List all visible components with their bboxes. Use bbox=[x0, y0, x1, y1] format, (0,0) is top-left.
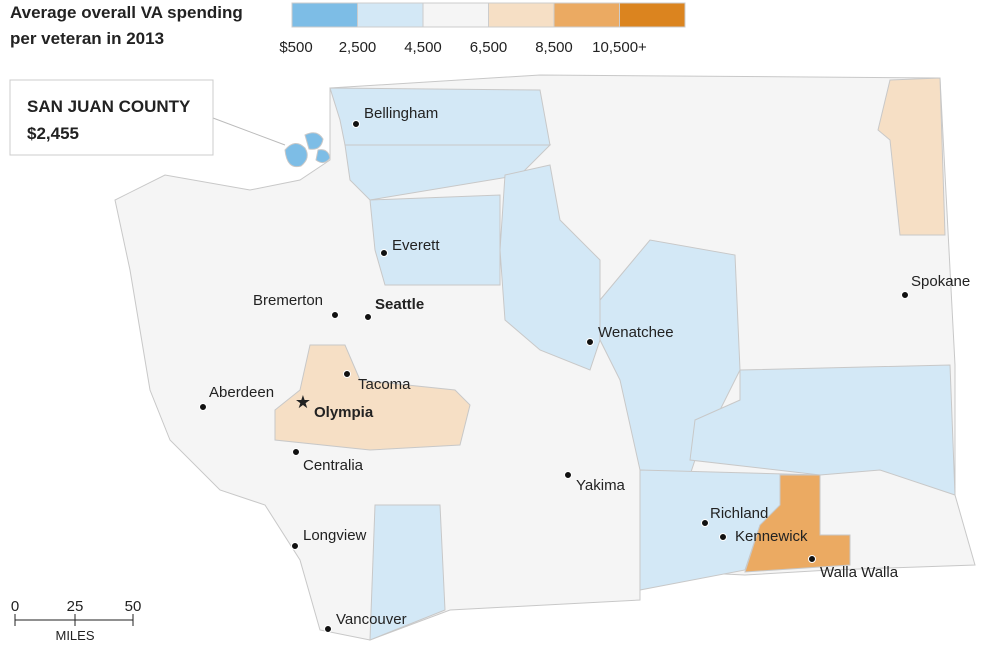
scale-unit: MILES bbox=[55, 628, 94, 643]
legend-label: 4,500 bbox=[404, 39, 442, 56]
city-dot bbox=[380, 249, 388, 257]
county bbox=[499, 164, 601, 371]
city-label: Tacoma bbox=[358, 376, 411, 393]
legend-swatch bbox=[422, 2, 489, 28]
scale-label: 25 bbox=[67, 598, 84, 615]
city-dot bbox=[901, 291, 909, 299]
legend-label: 8,500 bbox=[535, 39, 573, 56]
city-dot bbox=[364, 313, 372, 321]
city-label: Spokane bbox=[911, 273, 970, 290]
city-label: Walla Walla bbox=[820, 564, 899, 581]
san-juan-islands bbox=[284, 132, 331, 168]
legend-swatch bbox=[488, 2, 555, 28]
title: per veteran in 2013 bbox=[10, 29, 164, 48]
cities: Bellingham Everett Spokane Bremerton Seattle… bbox=[199, 105, 970, 633]
legend-label: 2,500 bbox=[339, 39, 377, 56]
city-dot bbox=[331, 311, 339, 319]
city-label: Yakima bbox=[576, 477, 626, 494]
city-label: Everett bbox=[392, 237, 440, 254]
leader-line bbox=[212, 117, 286, 146]
scale-label: 0 bbox=[11, 598, 19, 615]
legend-swatch bbox=[357, 2, 424, 28]
city-label: Richland bbox=[710, 505, 768, 522]
city-label: Kennewick bbox=[735, 528, 808, 545]
county bbox=[274, 344, 471, 451]
city-label: Wenatchee bbox=[598, 324, 674, 341]
city-label: Bremerton bbox=[253, 292, 323, 309]
legend-label: 10,500+ bbox=[592, 39, 647, 56]
city-dot bbox=[343, 370, 351, 378]
county bbox=[744, 474, 851, 573]
city-dot bbox=[292, 448, 300, 456]
city-dot bbox=[291, 542, 299, 550]
callout-value: $2,455 bbox=[27, 124, 79, 143]
city-label: Olympia bbox=[314, 404, 374, 421]
scale-label: 50 bbox=[125, 598, 142, 615]
city-dot bbox=[199, 403, 207, 411]
city-dot bbox=[808, 555, 816, 563]
legend: $500 2,500 4,500 6,500 8,500 10,500+ bbox=[279, 2, 686, 56]
city-label: Aberdeen bbox=[209, 384, 274, 401]
legend-swatch bbox=[553, 2, 620, 28]
legend-label: $500 bbox=[279, 39, 312, 56]
legend-label: 6,500 bbox=[470, 39, 508, 56]
city-dot bbox=[701, 519, 709, 527]
city-dot bbox=[324, 625, 332, 633]
scale-bar: 0 25 50 MILES bbox=[11, 598, 142, 643]
callout-box bbox=[9, 79, 214, 156]
city-label: Bellingham bbox=[364, 105, 438, 122]
legend-swatch bbox=[619, 2, 686, 28]
capital-star: ★ bbox=[295, 392, 311, 412]
city-dot bbox=[564, 471, 572, 479]
city-label: Seattle bbox=[375, 296, 424, 313]
county bbox=[329, 87, 551, 146]
legend-swatch bbox=[291, 2, 358, 28]
city-label: Longview bbox=[303, 527, 367, 544]
county bbox=[344, 144, 552, 201]
city-dot bbox=[719, 533, 727, 541]
state bbox=[114, 74, 976, 641]
county bbox=[369, 194, 501, 286]
city-dot bbox=[352, 120, 360, 128]
city-label: Vancouver bbox=[336, 611, 407, 628]
callout-name: SAN JUAN COUNTY bbox=[27, 97, 191, 116]
county bbox=[369, 504, 446, 641]
city-dot bbox=[586, 338, 594, 346]
county bbox=[877, 77, 946, 236]
title: Average overall VA spending bbox=[10, 3, 243, 22]
city-label: Centralia bbox=[303, 457, 364, 474]
